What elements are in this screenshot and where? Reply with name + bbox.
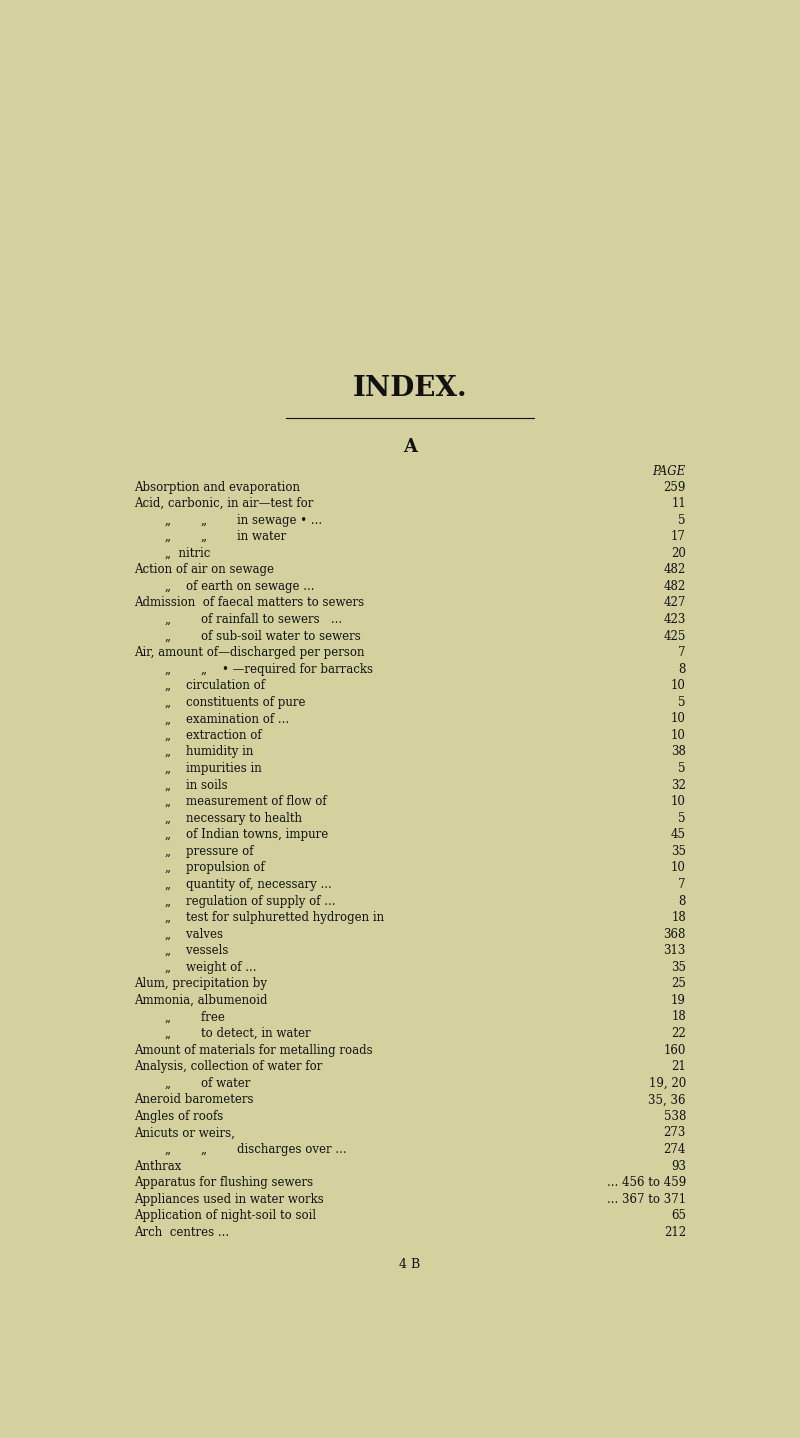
Text: Ammonia, albumenoid: Ammonia, albumenoid	[134, 994, 267, 1007]
Text: 25: 25	[671, 978, 686, 991]
Text: Amount of materials for metalling roads: Amount of materials for metalling roads	[134, 1044, 373, 1057]
Text: 5: 5	[678, 811, 686, 825]
Text: 35: 35	[671, 961, 686, 974]
Text: „    measurement of flow of: „ measurement of flow of	[165, 795, 326, 808]
Text: „    in soils: „ in soils	[165, 778, 228, 791]
Text: „        of rainfall to sewers   ...: „ of rainfall to sewers ...	[165, 613, 342, 626]
Text: 17: 17	[671, 531, 686, 544]
Text: „        to detect, in water: „ to detect, in water	[165, 1027, 310, 1040]
Text: 7: 7	[678, 646, 686, 659]
Text: Air, amount of—discharged per person: Air, amount of—discharged per person	[134, 646, 365, 659]
Text: „    constituents of pure: „ constituents of pure	[165, 696, 306, 709]
Text: 273: 273	[663, 1126, 686, 1139]
Text: 18: 18	[671, 912, 686, 925]
Text: „    necessary to health: „ necessary to health	[165, 811, 302, 825]
Text: Angles of roofs: Angles of roofs	[134, 1110, 223, 1123]
Text: 38: 38	[671, 745, 686, 758]
Text: Anthrax: Anthrax	[134, 1159, 182, 1172]
Text: 93: 93	[671, 1159, 686, 1172]
Text: 8: 8	[678, 894, 686, 907]
Text: „        of water: „ of water	[165, 1077, 250, 1090]
Text: 19, 20: 19, 20	[649, 1077, 686, 1090]
Text: 18: 18	[671, 1011, 686, 1024]
Text: Aneroid barometers: Aneroid barometers	[134, 1093, 254, 1106]
Text: 35, 36: 35, 36	[648, 1093, 686, 1106]
Text: „    extraction of: „ extraction of	[165, 729, 262, 742]
Text: ... 367 to 371: ... 367 to 371	[606, 1192, 686, 1205]
Text: 32: 32	[671, 778, 686, 791]
Text: „    circulation of: „ circulation of	[165, 679, 265, 692]
Text: Application of night-soil to soil: Application of night-soil to soil	[134, 1209, 316, 1222]
Text: „        free: „ free	[165, 1011, 225, 1024]
Text: „    vessels: „ vessels	[165, 945, 229, 958]
Text: „        „    • —required for barracks: „ „ • —required for barracks	[165, 663, 373, 676]
Text: 19: 19	[671, 994, 686, 1007]
Text: A: A	[403, 439, 417, 456]
Text: Analysis, collection of water for: Analysis, collection of water for	[134, 1060, 322, 1073]
Text: „        of sub-soil water to sewers: „ of sub-soil water to sewers	[165, 630, 361, 643]
Text: 45: 45	[671, 828, 686, 841]
Text: 65: 65	[671, 1209, 686, 1222]
Text: Admission  of faecal matters to sewers: Admission of faecal matters to sewers	[134, 597, 364, 610]
Text: Apparatus for flushing sewers: Apparatus for flushing sewers	[134, 1176, 314, 1189]
Text: 21: 21	[671, 1060, 686, 1073]
Text: „    impurities in: „ impurities in	[165, 762, 262, 775]
Text: 5: 5	[678, 513, 686, 526]
Text: 11: 11	[671, 498, 686, 510]
Text: 425: 425	[663, 630, 686, 643]
Text: 5: 5	[678, 762, 686, 775]
Text: ... 456 to 459: ... 456 to 459	[606, 1176, 686, 1189]
Text: 368: 368	[663, 928, 686, 940]
Text: 538: 538	[663, 1110, 686, 1123]
Text: „    weight of ...: „ weight of ...	[165, 961, 257, 974]
Text: „    examination of ...: „ examination of ...	[165, 712, 290, 725]
Text: 35: 35	[671, 846, 686, 858]
Text: Arch  centres ...: Arch centres ...	[134, 1225, 230, 1238]
Text: „    of Indian towns, impure: „ of Indian towns, impure	[165, 828, 328, 841]
Text: „        „        in sewage • ...: „ „ in sewage • ...	[165, 513, 322, 526]
Text: 7: 7	[678, 879, 686, 892]
Text: 22: 22	[671, 1027, 686, 1040]
Text: „    humidity in: „ humidity in	[165, 745, 254, 758]
Text: 482: 482	[664, 564, 686, 577]
Text: 259: 259	[663, 480, 686, 493]
Text: 212: 212	[664, 1225, 686, 1238]
Text: 10: 10	[671, 795, 686, 808]
Text: 8: 8	[678, 663, 686, 676]
Text: 313: 313	[663, 945, 686, 958]
Text: Anicuts or weirs,: Anicuts or weirs,	[134, 1126, 235, 1139]
Text: 10: 10	[671, 729, 686, 742]
Text: „  nitric: „ nitric	[165, 546, 210, 559]
Text: Action of air on sewage: Action of air on sewage	[134, 564, 274, 577]
Text: Appliances used in water works: Appliances used in water works	[134, 1192, 324, 1205]
Text: PAGE: PAGE	[653, 464, 686, 477]
Text: 427: 427	[663, 597, 686, 610]
Text: 10: 10	[671, 679, 686, 692]
Text: Alum, precipitation by: Alum, precipitation by	[134, 978, 267, 991]
Text: 4 B: 4 B	[399, 1258, 421, 1271]
Text: „    pressure of: „ pressure of	[165, 846, 254, 858]
Text: 10: 10	[671, 861, 686, 874]
Text: 10: 10	[671, 712, 686, 725]
Text: 160: 160	[663, 1044, 686, 1057]
Text: „    test for sulphuretted hydrogen in: „ test for sulphuretted hydrogen in	[165, 912, 384, 925]
Text: „    valves: „ valves	[165, 928, 223, 940]
Text: Acid, carbonic, in air—test for: Acid, carbonic, in air—test for	[134, 498, 314, 510]
Text: INDEX.: INDEX.	[353, 375, 467, 403]
Text: „        „        in water: „ „ in water	[165, 531, 286, 544]
Text: Absorption and evaporation: Absorption and evaporation	[134, 480, 300, 493]
Text: 274: 274	[663, 1143, 686, 1156]
Text: 20: 20	[671, 546, 686, 559]
Text: „    regulation of supply of ...: „ regulation of supply of ...	[165, 894, 336, 907]
Text: 482: 482	[664, 580, 686, 592]
Text: „    propulsion of: „ propulsion of	[165, 861, 265, 874]
Text: 423: 423	[663, 613, 686, 626]
Text: „    quantity of, necessary ...: „ quantity of, necessary ...	[165, 879, 332, 892]
Text: „        „        discharges over ...: „ „ discharges over ...	[165, 1143, 346, 1156]
Text: 5: 5	[678, 696, 686, 709]
Text: „    of earth on sewage ...: „ of earth on sewage ...	[165, 580, 314, 592]
